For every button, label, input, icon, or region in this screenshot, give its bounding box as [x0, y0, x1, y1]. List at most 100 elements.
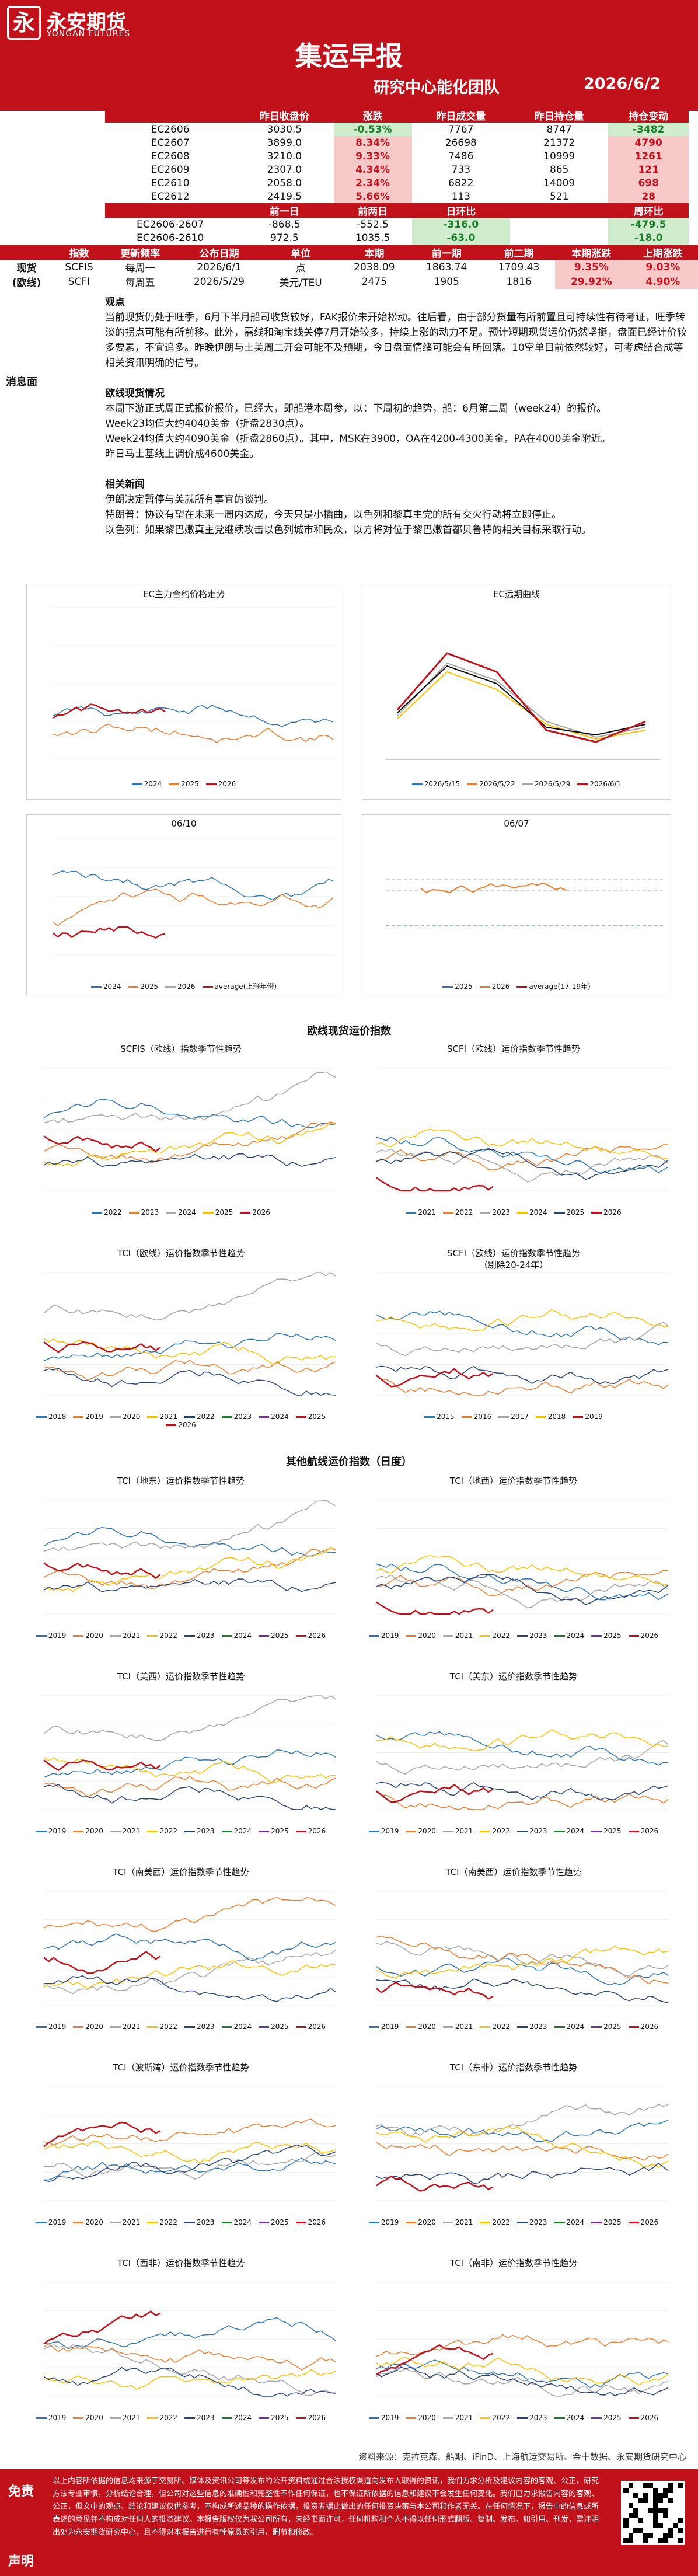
- chart-svg: [376, 2086, 669, 2201]
- table-row: EC2608 3210.0 9.33% 7486 10999 1261: [105, 149, 689, 163]
- series-line: [376, 1368, 494, 1388]
- spot-table: 指数 更新频率 公布日期 单位 本期 前一期 前二期 本期涨跌 上期涨跌 现货 (欧线) SCFIS 每…: [0, 245, 698, 289]
- legend-item: 2021: [110, 1632, 140, 1640]
- series-line: [43, 2310, 161, 2345]
- chart-title: 06/10: [171, 818, 197, 829]
- legend-item: 2023: [221, 1413, 252, 1421]
- logo-mark: 永: [7, 6, 41, 40]
- series-line: [376, 1782, 669, 1801]
- legend-item: 2024: [221, 1827, 252, 1835]
- legend-item: 2019: [36, 1632, 66, 1640]
- table-header: 单位: [263, 245, 338, 260]
- legend-item: 2026: [295, 1827, 326, 1835]
- legend-item: 2022: [480, 2023, 510, 2031]
- table-row: EC2606-2610 972.5 1035.5 -63.0 -18.0: [105, 231, 689, 245]
- chart-legend: 2019 2020 2021 2022 2023 2024 2025 2026: [350, 2218, 677, 2226]
- chart-subtitle: （剔除20-24年）: [479, 1260, 549, 1270]
- table-header: [105, 108, 236, 123]
- news-text-3: 以色列：如果黎巴嫩真主党继续攻击以色列城市和民众，以方将对位于黎巴嫩首都贝鲁特的…: [105, 524, 591, 536]
- legend-item: 2020: [110, 1413, 140, 1421]
- page-title: 集运早报: [295, 40, 403, 72]
- chart-svg: [53, 838, 334, 956]
- series-line: [43, 2118, 336, 2146]
- legend-item: 2017: [498, 1413, 529, 1421]
- section-eu-label: 欧线现货运价指数: [307, 1025, 391, 1037]
- report-date: 2026/6/2: [584, 75, 661, 93]
- legend-item: 2025: [295, 1413, 326, 1421]
- legend-item: 2018: [535, 1413, 566, 1421]
- legend-item: 2019: [368, 2414, 399, 2422]
- table-header: 昨日成交量: [411, 108, 510, 123]
- chart-legend: 2022 2023 2024 2025 2026: [18, 1208, 344, 1216]
- qr-code-icon[interactable]: [621, 2481, 685, 2545]
- table-row: EC2607 3899.0 8.34% 26698 21372 4790: [105, 136, 689, 149]
- legend-item: 2018: [36, 1413, 66, 1421]
- legend-item: 2026: [628, 1632, 658, 1640]
- chart-legend: 2019 2020 2021 2022 2023 2024 2025 2026: [350, 2414, 677, 2422]
- legend-item: 2026/5/29: [522, 780, 570, 788]
- chart-legend: 2018 2019 2020 2021 2022 2023 2024 2025 2026: [18, 1413, 344, 1429]
- table-row: EC2610 2058.0 2.34% 6822 14009 698: [105, 176, 689, 190]
- series-line: [376, 2368, 669, 2397]
- legend-item: 2022: [480, 2414, 510, 2422]
- declaration-label: 声明: [8, 2554, 34, 2569]
- legend-item: 2025: [591, 2414, 622, 2422]
- seasonal-chart: SCFIS（欧线）指数季节性趋势 2022 2023 2024 2025 2026: [18, 1039, 344, 1232]
- seasonal-chart: TCI（波斯湾）运价指数季节性趋势 2019 2020 2021 2022 2023 202…: [18, 2058, 344, 2242]
- series-line: [376, 1148, 669, 1183]
- chart-title: TCI（南美西）运价指数季节性趋势: [445, 1867, 582, 1877]
- legend-item: 2023: [517, 1827, 547, 1835]
- legend-item: 2020: [406, 2218, 436, 2226]
- chart-title: SCFI（欧线）运价指数季节性趋势: [446, 1248, 581, 1259]
- legend-item: 2021: [147, 1413, 177, 1421]
- seasonal-chart: TCI（地东）运价指数季节性趋势 2019 2020 2021 2022 2023 2024…: [18, 1471, 344, 1655]
- table-header: 前二期: [483, 245, 556, 260]
- series-line: [376, 1148, 669, 1180]
- legend-item: 2019: [368, 1632, 399, 1640]
- legend-item: 2024: [554, 2414, 584, 2422]
- series-line: [43, 1562, 161, 1580]
- legend-item: 2024: [259, 1413, 289, 1421]
- legend-item: 2024: [517, 1208, 547, 1216]
- series-line: [43, 1153, 336, 1167]
- chart-svg: [43, 2282, 336, 2397]
- series-line: [420, 882, 567, 894]
- series-line: [43, 1950, 336, 1995]
- section-other-label: 其他航线运价指数（日度）: [286, 1456, 412, 1468]
- series-line: [376, 1574, 669, 1609]
- table-header: 前两日: [333, 203, 412, 218]
- chart-legend: 2019 2020 2021 2022 2023 2024 2025 2026: [18, 2414, 344, 2422]
- viewpoint-title: 观点: [105, 297, 125, 308]
- chart-title: TCI（欧线）运价指数季节性趋势: [117, 1248, 245, 1259]
- series-line: [43, 1338, 336, 1365]
- legend-item: 2026: [628, 2414, 658, 2422]
- series-line: [376, 1941, 669, 1977]
- chart-svg: [43, 1500, 336, 1615]
- legend-item: 2019: [73, 1413, 103, 1421]
- series-line: [43, 1975, 336, 2002]
- legend-item: 2026/5/22: [467, 780, 515, 788]
- table-header: 更新频率: [105, 245, 176, 260]
- chart-legend: 2024 2025 2026 average(上涨年份): [27, 981, 341, 991]
- series-line: [376, 1310, 669, 1345]
- chart-ec-curve: EC远期曲线 2026/5/15 2026/5/22 2026/5/29 2026/6…: [362, 584, 671, 800]
- legend-item: 2024: [554, 1827, 584, 1835]
- chart-svg: [43, 1068, 336, 1191]
- series-line: [43, 1500, 336, 1552]
- chart-svg: [386, 652, 660, 760]
- series-line: [376, 1729, 669, 1752]
- legend-item: 2026/5/15: [411, 780, 460, 788]
- legend-item: 2025: [554, 1208, 584, 1216]
- legend-item: 2021: [442, 2414, 473, 2422]
- series-line: [43, 2144, 336, 2182]
- table-row: EC2606 3030.5 -0.53% 7767 8747 -3482: [105, 123, 689, 136]
- series-line: [376, 1783, 494, 1803]
- legend-item: 2026: [628, 2023, 658, 2031]
- chart-title: TCI（地东）运价指数季节性趋势: [117, 1476, 245, 1486]
- table-header: 本期涨跌: [555, 245, 628, 260]
- chart-legend: 2025 2026 average(17-19年): [362, 981, 671, 991]
- series-line: [376, 2334, 669, 2357]
- table-header: 昨日持仓量: [510, 108, 609, 123]
- series-line: [376, 1144, 669, 1171]
- news-text-1: 伊朗决定暂停与美就所有事宜的谈判。: [105, 494, 274, 506]
